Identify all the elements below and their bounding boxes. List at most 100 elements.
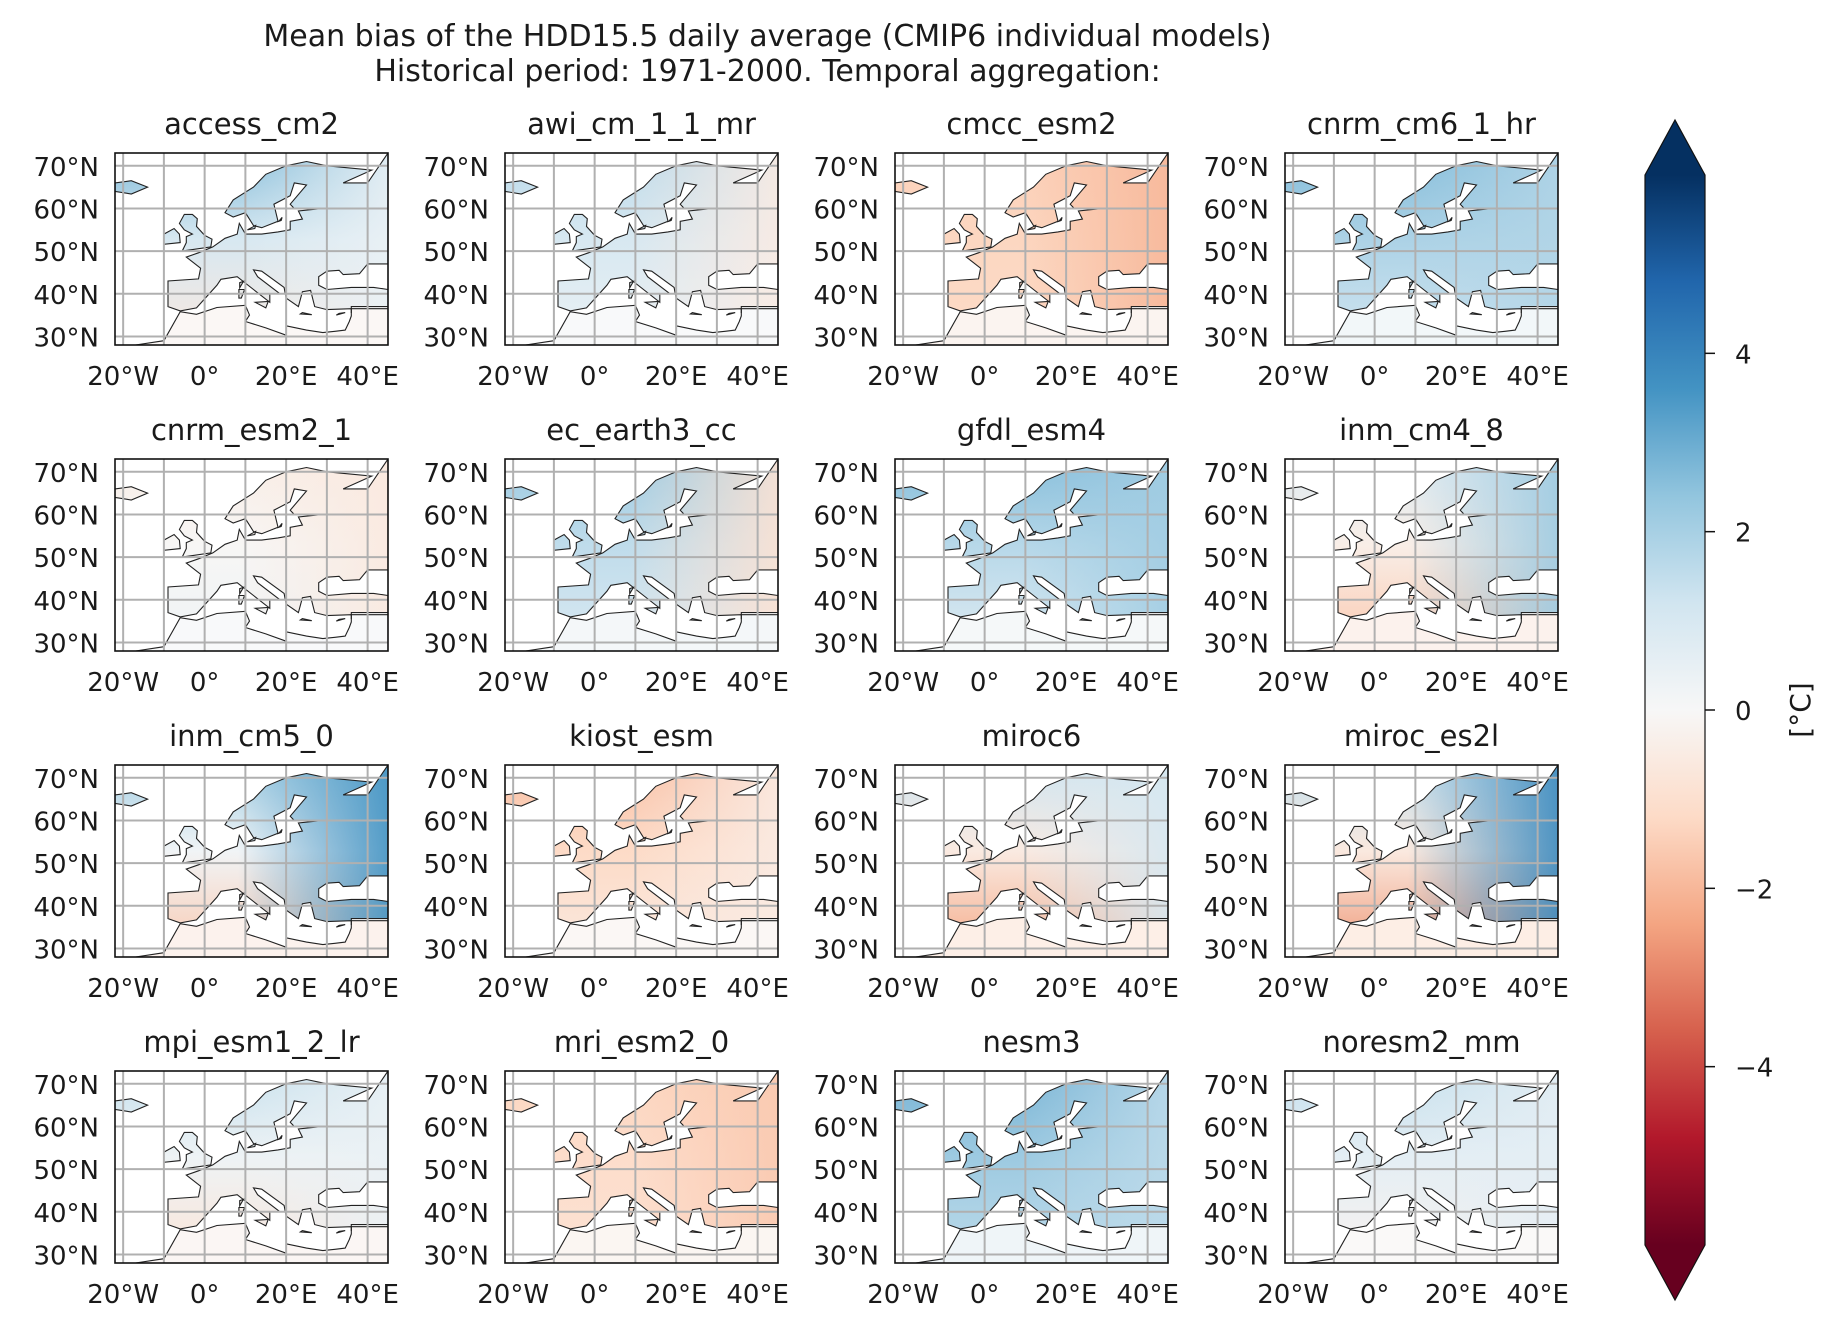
panel-miroc-es2l: miroc_es2l 70°N 60°N 50°N 40°N 30°N 20°W 0° 20°E… xyxy=(1203,719,1568,1004)
coastline xyxy=(247,1142,257,1149)
y-tick-label: 40°N xyxy=(33,1199,99,1229)
coastline xyxy=(568,1131,603,1170)
y-tick-label: 50°N xyxy=(1203,850,1269,880)
coastline xyxy=(643,912,660,921)
coastline xyxy=(239,1198,245,1208)
coastline xyxy=(667,523,673,529)
x-tick-label: 20°W xyxy=(87,1280,159,1310)
x-tick-label: 20°W xyxy=(1257,1280,1329,1310)
coastline xyxy=(1423,300,1440,309)
panel-ec-earth3-cc: ec_earth3_cc 70°N 60°N 50°N 40°N 30°N 20°W 0° 20… xyxy=(423,413,788,698)
y-tick-label: 60°N xyxy=(423,807,489,837)
panel-frame xyxy=(1284,1070,1559,1264)
panel-title: access_cm2 xyxy=(164,107,339,141)
coastline xyxy=(298,1230,312,1234)
coastline xyxy=(1057,523,1063,529)
coastline xyxy=(167,765,388,925)
coastline xyxy=(958,825,993,864)
panel-title: nesm3 xyxy=(982,1025,1080,1059)
x-tick-label: 20°E xyxy=(1035,974,1098,1004)
coastline xyxy=(1408,900,1416,911)
y-tick-label: 40°N xyxy=(1203,281,1269,311)
coastline xyxy=(163,839,181,857)
panel-cnrm-cm6-1-hr: cnrm_cm6_1_hr 70°N 60°N 50°N 40°N 30°N 20°W 0° 2… xyxy=(1203,107,1568,392)
coastline xyxy=(1019,586,1025,596)
y-tick-label: 40°N xyxy=(33,893,99,923)
coastline xyxy=(163,227,181,245)
y-tick-label: 50°N xyxy=(423,238,489,268)
y-tick-label: 50°N xyxy=(33,1156,99,1186)
coastline xyxy=(238,900,246,911)
x-tick-label: 20°W xyxy=(477,974,549,1004)
coastline xyxy=(947,1071,1168,1231)
africa-field xyxy=(915,305,1168,345)
coastline xyxy=(637,836,647,843)
coastline xyxy=(336,924,346,928)
coastline xyxy=(253,912,270,921)
y-tick-label: 50°N xyxy=(33,850,99,880)
x-tick-label: 40°E xyxy=(726,362,789,392)
coastline xyxy=(167,459,388,619)
y-tick-label: 30°N xyxy=(423,629,489,659)
y-tick-label: 40°N xyxy=(1203,1199,1269,1229)
coastline xyxy=(1506,312,1516,316)
africa-field xyxy=(915,611,1168,651)
panel-frame xyxy=(504,152,779,346)
coastline xyxy=(943,227,961,245)
y-tick-label: 70°N xyxy=(813,1071,879,1101)
coastline xyxy=(1468,924,1482,928)
africa-field xyxy=(1305,305,1558,345)
coastline xyxy=(943,533,961,551)
x-tick-label: 20°E xyxy=(1035,668,1098,698)
x-tick-label: 20°E xyxy=(645,362,708,392)
coastline xyxy=(895,792,930,807)
panel-nesm3: nesm3 70°N 60°N 50°N 40°N 30°N 20°W 0° 20°E 40°E xyxy=(813,1025,1178,1310)
coastline xyxy=(1337,765,1558,925)
africa-field xyxy=(915,917,1168,957)
coastline xyxy=(1019,892,1025,902)
y-tick-label: 30°N xyxy=(813,323,879,353)
coastline xyxy=(178,213,213,252)
y-tick-label: 50°N xyxy=(423,1156,489,1186)
y-tick-label: 70°N xyxy=(1203,153,1269,183)
x-tick-label: 40°E xyxy=(1116,974,1179,1004)
x-tick-label: 20°W xyxy=(867,362,939,392)
coastline xyxy=(643,1218,660,1227)
y-tick-label: 70°N xyxy=(1203,765,1269,795)
coastline xyxy=(298,924,312,928)
coastline xyxy=(1027,530,1037,537)
x-tick-label: 0° xyxy=(970,1280,1000,1310)
y-tick-label: 30°N xyxy=(33,935,99,965)
colorbar-extend-min xyxy=(1645,1245,1705,1300)
x-tick-label: 20°W xyxy=(477,1280,549,1310)
coastline xyxy=(1417,224,1427,231)
x-tick-label: 40°E xyxy=(726,668,789,698)
y-tick-label: 60°N xyxy=(423,195,489,225)
coastline xyxy=(1417,530,1427,537)
x-tick-label: 20°W xyxy=(477,668,549,698)
panel-noresm2-mm: noresm2_mm 70°N 60°N 50°N 40°N 30°N 20°W 0° 20°E… xyxy=(1203,1025,1568,1310)
x-tick-label: 20°E xyxy=(255,1280,318,1310)
y-tick-label: 50°N xyxy=(1203,544,1269,574)
y-tick-label: 50°N xyxy=(1203,1156,1269,1186)
y-tick-label: 70°N xyxy=(813,765,879,795)
y-tick-label: 70°N xyxy=(813,153,879,183)
y-tick-label: 30°N xyxy=(423,935,489,965)
coastline xyxy=(238,288,246,299)
coastline xyxy=(505,486,540,501)
coastline xyxy=(178,1131,213,1170)
coastline xyxy=(1409,280,1415,290)
coastline xyxy=(336,618,346,622)
y-tick-label: 70°N xyxy=(423,459,489,489)
coastline xyxy=(895,1098,930,1113)
coastline xyxy=(1348,213,1383,252)
x-tick-label: 20°W xyxy=(1257,362,1329,392)
y-tick-label: 70°N xyxy=(33,153,99,183)
coastline xyxy=(895,180,930,195)
x-tick-label: 0° xyxy=(970,668,1000,698)
x-tick-label: 20°E xyxy=(1425,1280,1488,1310)
coastline xyxy=(1408,288,1416,299)
x-tick-label: 20°E xyxy=(1425,362,1488,392)
y-tick-label: 50°N xyxy=(813,238,879,268)
x-tick-label: 20°E xyxy=(1425,974,1488,1004)
